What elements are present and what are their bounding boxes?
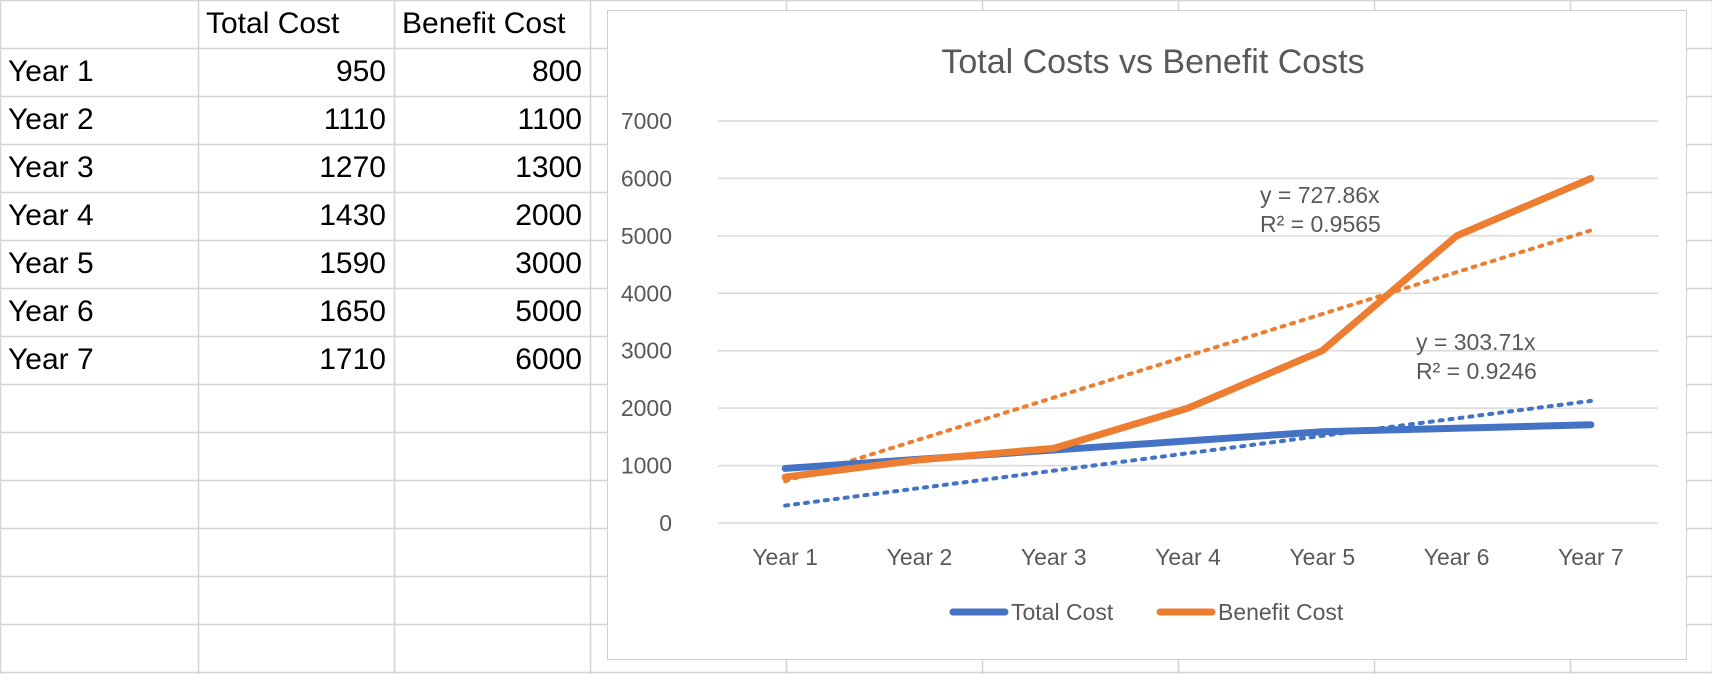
chart-legend[interactable]: Total Cost Benefit Cost [949,599,1344,625]
cell-total-cost[interactable]: 950 [335,55,386,88]
y-tick-label: 0 [659,510,672,536]
legend-label: Benefit Cost [1218,599,1344,625]
x-tick-label: Year 3 [1021,544,1087,570]
x-tick-label: Year 5 [1289,544,1355,570]
row-label[interactable]: Year 7 [8,343,94,376]
cell-benefit-cost[interactable]: 6000 [515,343,582,376]
cell-benefit-cost[interactable]: 1300 [515,151,582,184]
y-tick-label: 6000 [621,165,672,191]
x-tick-label: Year 6 [1424,544,1490,570]
y-tick-label: 2000 [621,395,672,421]
cell-benefit-cost[interactable]: 800 [531,55,582,88]
series-line-benefit-cost[interactable] [781,174,1595,481]
trendline-total-cost [783,398,1593,508]
trendline-benefit-cost [783,228,1593,484]
trendline-equation: y = 303.71x [1416,329,1536,355]
chart-title: Total Costs vs Benefit Costs [941,43,1364,81]
y-tick-label: 3000 [621,338,672,364]
legend-label: Total Cost [1011,599,1114,625]
x-tick-label: Year 2 [887,544,953,570]
y-tick-label: 1000 [621,453,672,479]
row-label[interactable]: Year 5 [8,247,94,280]
cell-benefit-cost[interactable]: 5000 [515,295,582,328]
chart-area[interactable]: Total Costs vs Benefit Costs 0 1000 2000 300… [607,10,1687,660]
cell-benefit-cost[interactable]: 2000 [515,199,582,232]
y-tick-label: 5000 [621,223,672,249]
row-label[interactable]: Year 1 [8,55,94,88]
cell-total-cost[interactable]: 1590 [319,247,386,280]
x-tick-label: Year 1 [752,544,818,570]
row-label[interactable]: Year 2 [8,103,94,136]
trendline-r-squared: R² = 0.9246 [1416,358,1537,384]
cell-total-cost[interactable]: 1110 [323,103,386,136]
trendline-r-squared: R² = 0.9565 [1260,211,1381,237]
y-tick-label: 4000 [621,280,672,306]
trendline-equation: y = 727.86x [1260,182,1380,208]
cell-total-cost[interactable]: 1710 [319,343,386,376]
cell-total-cost[interactable]: 1270 [319,151,386,184]
row-label[interactable]: Year 3 [8,151,94,184]
line-chart: Total Costs vs Benefit Costs 0 1000 2000 300… [621,43,1658,625]
cell-benefit-cost[interactable]: 1100 [517,103,582,136]
header-benefit-cost[interactable]: Benefit Cost [402,7,566,40]
cell-total-cost[interactable]: 1430 [319,199,386,232]
cell-total-cost[interactable]: 1650 [319,295,386,328]
row-label[interactable]: Year 6 [8,295,94,328]
row-label[interactable]: Year 4 [8,199,94,232]
y-tick-label: 7000 [621,108,672,134]
header-total-cost[interactable]: Total Cost [206,7,340,40]
x-tick-label: Year 4 [1155,544,1221,570]
cell-benefit-cost[interactable]: 3000 [515,247,582,280]
x-tick-label: Year 7 [1558,544,1624,570]
